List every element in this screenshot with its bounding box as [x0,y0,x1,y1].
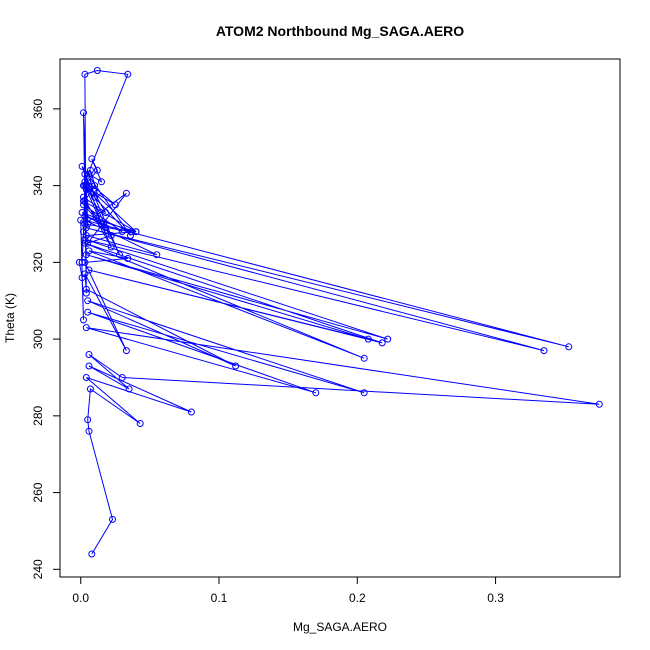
data-point [232,362,240,370]
data-point [116,251,123,259]
data-point [80,193,87,201]
data-point [84,308,92,316]
series-group [75,67,603,558]
data-point [122,347,130,355]
data-point [77,216,85,224]
data-point [93,67,101,74]
plot-frame [59,58,621,578]
data-point [82,186,90,193]
data-point [84,297,92,305]
data-point [93,189,101,197]
data-point [78,274,86,282]
data-point [81,197,89,205]
x-tick-label: 0.0 [72,591,89,605]
data-point [124,255,132,262]
data-point [124,70,132,78]
y-tick-label: 340 [31,175,45,195]
x-tick-label: 0.3 [487,591,504,605]
data-point [82,374,90,381]
x-tick-label: 0.1 [211,591,228,605]
data-point [364,335,372,343]
data-point [136,420,144,427]
data-point [118,374,126,381]
data-point [378,339,386,347]
data-point [80,228,87,236]
data-point [88,155,96,163]
data-point [93,166,101,174]
y-axis: 240 260 280 300 320 340 360 [31,99,60,579]
data-point [91,182,99,190]
data-point [82,289,90,297]
data-point [80,201,87,209]
data-point [81,182,89,190]
series-line [78,69,600,555]
data-point [81,170,89,178]
data-point [81,239,89,247]
data-point [86,385,94,393]
data-point [85,362,93,370]
data-point [88,550,96,558]
data-point [82,285,90,293]
data-point [81,220,89,228]
data-point [85,351,93,358]
data-point [84,239,92,247]
data-point [111,201,119,209]
data-point [125,385,133,393]
data-point [312,389,320,397]
data-point [85,427,93,435]
data-point [122,189,130,197]
data-point [128,228,136,236]
data-point [360,354,368,362]
data-point [84,220,92,228]
data-point [85,266,93,274]
data-point [187,408,195,416]
data-point [109,515,116,523]
x-tick-label: 0.2 [349,591,366,605]
data-point [595,400,603,408]
data-point [107,243,115,251]
data-point [78,162,86,170]
data-point [98,178,105,186]
data-point [78,258,86,266]
data-point [102,224,110,232]
data-point [153,251,161,259]
data-point [360,389,368,397]
data-point [82,251,90,259]
data-point [565,343,573,351]
data-point [84,416,92,424]
data-point [80,109,87,117]
y-axis-label: Theta (K) [3,293,17,343]
data-point [102,209,110,216]
data-point [85,170,93,178]
data-point [107,232,115,239]
data-point [75,258,83,266]
data-point [81,70,89,78]
data-point [81,178,89,186]
data-point [540,347,548,355]
data-point [127,232,134,239]
y-tick-label: 280 [31,406,45,426]
data-point [86,166,94,174]
data-point [80,316,87,324]
y-tick-label: 320 [31,252,45,272]
data-point [78,209,86,216]
x-axis-label: Mg_SAGA.AERO [293,620,387,634]
data-point [132,228,140,236]
data-point [82,324,90,332]
x-axis: 0.0 0.1 0.2 0.3 [72,577,504,605]
y-tick-label: 240 [31,559,45,579]
chart-title: ATOM2 Northbound Mg_SAGA.AERO [216,23,464,39]
data-point [118,228,126,236]
data-point [384,335,392,343]
y-tick-label: 260 [31,482,45,502]
y-tick-label: 300 [31,329,45,349]
data-point [98,220,105,228]
y-tick-label: 360 [31,99,45,119]
